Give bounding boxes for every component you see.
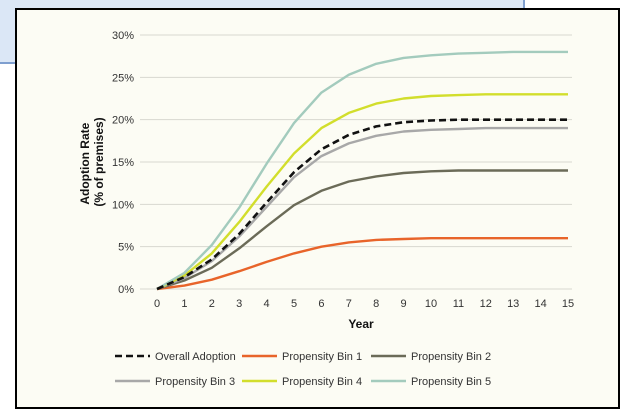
x-tick-label: 0 xyxy=(154,298,160,310)
y-tick-label: 20% xyxy=(112,115,134,127)
legend-label: Overall Adoption xyxy=(155,351,236,363)
x-tick-label: 11 xyxy=(453,298,464,310)
x-tick-label: 4 xyxy=(264,298,270,310)
series-line xyxy=(156,50,568,291)
x-axis-ticks: 0 1 2 3 4 5 6 7 8 9 10 11 12 13 14 15 xyxy=(154,298,574,310)
legend: Overall Adoption Propensity Bin 1 Propensi… xyxy=(115,351,491,388)
chart-frame xyxy=(15,8,620,409)
series-line xyxy=(156,126,568,291)
x-axis-title: Year xyxy=(348,317,374,331)
y-axis-title-line-1: Adoption Rate xyxy=(78,122,92,204)
y-axis-title-line-2: (% of premises) xyxy=(92,117,106,206)
y-tick-label: 5% xyxy=(118,242,134,254)
y-tick-label: 0% xyxy=(118,284,134,296)
series-line xyxy=(156,118,568,291)
series-line xyxy=(156,169,568,291)
legend-label: Propensity Bin 2 xyxy=(411,351,491,363)
x-tick-label: 9 xyxy=(401,298,407,310)
x-tick-label: 6 xyxy=(318,298,324,310)
x-tick-label: 3 xyxy=(236,298,242,310)
series-line xyxy=(156,236,568,291)
x-tick-label: 15 xyxy=(562,298,574,310)
x-tick-label: 10 xyxy=(425,298,437,310)
legend-label: Propensity Bin 3 xyxy=(155,376,235,388)
x-tick-label: 13 xyxy=(507,298,519,310)
legend-label: Propensity Bin 1 xyxy=(282,351,362,363)
y-tick-label: 30% xyxy=(112,30,134,42)
x-tick-label: 5 xyxy=(291,298,297,310)
x-tick-label: 1 xyxy=(181,298,187,310)
legend-label: Propensity Bin 4 xyxy=(282,376,362,388)
y-axis-title: Adoption Rate (% of premises) xyxy=(78,117,106,206)
series-line xyxy=(156,93,568,291)
y-tick-label: 15% xyxy=(112,157,134,169)
legend-label: Propensity Bin 5 xyxy=(411,376,491,388)
x-tick-label: 2 xyxy=(209,298,215,310)
y-tick-label: 25% xyxy=(112,72,134,84)
y-axis-ticks: 0% 5% 10% 15% 20% 25% 30% xyxy=(112,30,134,296)
x-tick-label: 7 xyxy=(346,298,352,310)
x-tick-label: 12 xyxy=(480,298,492,310)
y-tick-label: 10% xyxy=(112,199,134,211)
x-tick-label: 8 xyxy=(373,298,379,310)
x-tick-label: 14 xyxy=(534,298,546,310)
series-lines xyxy=(156,50,568,291)
